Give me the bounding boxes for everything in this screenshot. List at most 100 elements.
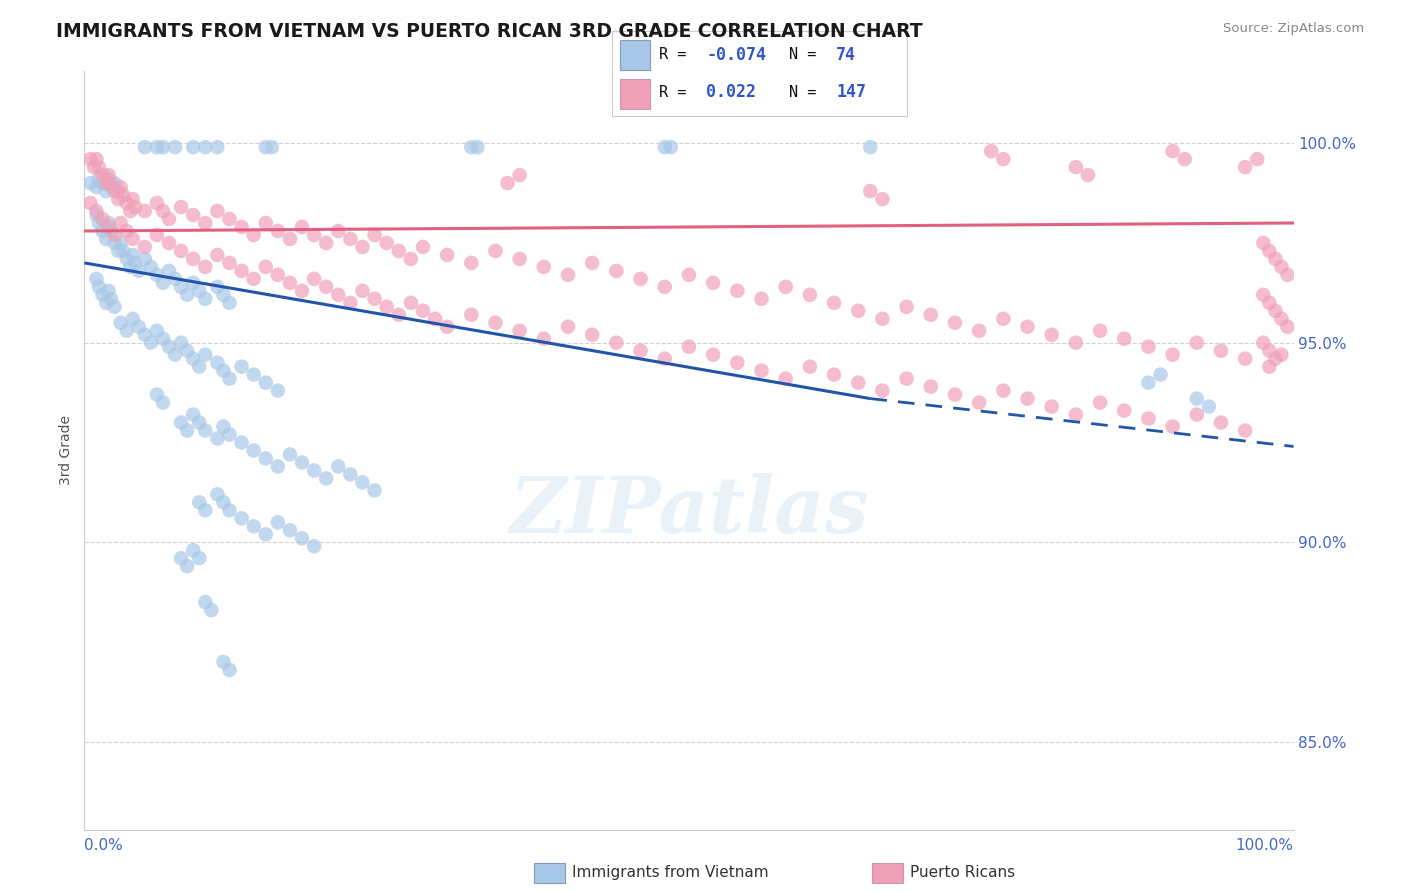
Point — [152, 140, 174, 154]
Point — [533, 260, 555, 274]
Point — [176, 288, 198, 302]
Point — [107, 244, 129, 258]
Point — [302, 463, 325, 477]
Point — [86, 272, 108, 286]
Point — [1064, 335, 1087, 350]
Point — [176, 559, 198, 574]
Point — [436, 319, 458, 334]
Point — [94, 295, 117, 310]
Point — [1246, 152, 1268, 166]
Point — [110, 316, 132, 330]
Point — [352, 240, 374, 254]
Point — [254, 451, 277, 466]
Point — [291, 284, 314, 298]
Point — [823, 295, 845, 310]
Point — [91, 288, 114, 302]
Point — [630, 272, 652, 286]
Point — [152, 204, 174, 219]
Point — [702, 348, 724, 362]
Point — [846, 376, 869, 390]
Point — [412, 303, 434, 318]
Point — [1234, 424, 1257, 438]
Point — [79, 176, 101, 190]
Point — [94, 176, 117, 190]
Point — [1270, 348, 1292, 362]
Point — [1264, 252, 1286, 266]
Point — [1114, 332, 1136, 346]
Point — [97, 216, 120, 230]
Point — [1161, 348, 1184, 362]
Text: Source: ZipAtlas.com: Source: ZipAtlas.com — [1223, 22, 1364, 36]
Text: R =: R = — [659, 47, 696, 62]
Point — [207, 356, 229, 370]
Point — [157, 264, 180, 278]
Point — [181, 543, 204, 558]
Point — [231, 219, 253, 234]
Point — [124, 200, 146, 214]
Point — [1161, 419, 1184, 434]
Point — [702, 276, 724, 290]
Point — [207, 248, 229, 262]
Point — [134, 240, 156, 254]
Point — [302, 272, 325, 286]
Point — [1088, 395, 1111, 409]
Point — [170, 335, 193, 350]
Point — [218, 371, 240, 385]
Point — [254, 140, 277, 154]
Point — [86, 208, 108, 222]
Point — [87, 160, 110, 174]
Text: 0.0%: 0.0% — [84, 838, 124, 853]
Point — [218, 503, 240, 517]
Bar — [620, 78, 650, 109]
Point — [86, 180, 108, 194]
Point — [328, 459, 350, 474]
Point — [751, 292, 773, 306]
Point — [97, 168, 120, 182]
Point — [170, 280, 193, 294]
Point — [1077, 168, 1099, 182]
Point — [1264, 303, 1286, 318]
Point — [146, 227, 169, 242]
Point — [1258, 359, 1281, 374]
Point — [412, 240, 434, 254]
Point — [207, 280, 229, 294]
Point — [100, 224, 122, 238]
Point — [181, 208, 204, 222]
Point — [1064, 408, 1087, 422]
Point — [363, 292, 385, 306]
Point — [1253, 335, 1275, 350]
Point — [207, 140, 229, 154]
Point — [134, 140, 156, 154]
Point — [194, 260, 217, 274]
Point — [1185, 408, 1208, 422]
Point — [194, 503, 217, 517]
Point — [146, 387, 169, 401]
Text: ZIPatlas: ZIPatlas — [509, 473, 869, 549]
Point — [200, 603, 222, 617]
Point — [157, 212, 180, 227]
Point — [87, 280, 110, 294]
Text: Puerto Ricans: Puerto Ricans — [910, 865, 1015, 880]
Point — [97, 172, 120, 186]
Point — [460, 256, 482, 270]
Point — [188, 416, 211, 430]
Point — [436, 248, 458, 262]
Point — [1277, 319, 1299, 334]
Point — [328, 224, 350, 238]
Point — [100, 180, 122, 194]
Point — [1040, 327, 1063, 342]
Point — [194, 348, 217, 362]
Point — [775, 280, 797, 294]
Point — [231, 359, 253, 374]
Point — [112, 188, 135, 202]
Point — [363, 227, 385, 242]
Point — [872, 311, 894, 326]
Point — [121, 232, 143, 246]
Point — [1264, 351, 1286, 366]
Point — [112, 244, 135, 258]
Point — [1270, 311, 1292, 326]
Point — [339, 295, 361, 310]
Point — [799, 288, 821, 302]
Point — [1185, 392, 1208, 406]
Point — [1017, 392, 1039, 406]
